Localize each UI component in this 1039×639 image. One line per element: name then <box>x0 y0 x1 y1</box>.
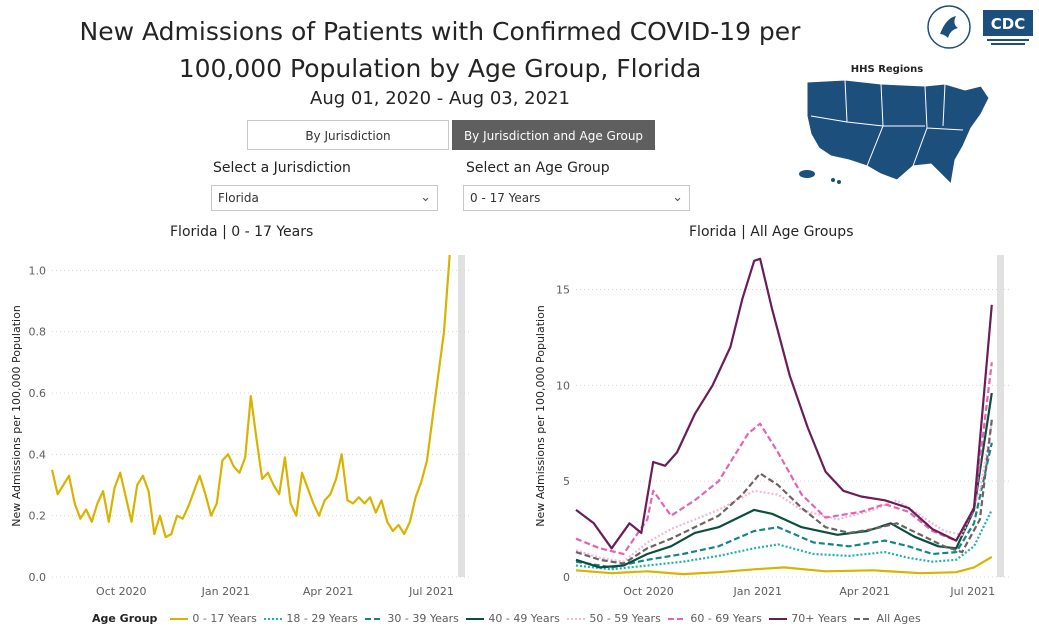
legend-item-label: 0 - 17 Years <box>188 612 257 625</box>
legend-swatch <box>465 618 484 620</box>
chart-1-title: Florida | 0 - 17 Years <box>170 224 314 240</box>
legend-item[interactable]: 50 - 59 Years <box>566 612 661 625</box>
recent-data-shade <box>997 255 1004 577</box>
series-line-50-59-years <box>575 423 993 563</box>
y-tick-label: 0 <box>563 571 570 584</box>
x-tick-label: Jul 2021 <box>949 585 995 598</box>
legend-item[interactable]: 70+ Years <box>768 612 847 625</box>
jurisdiction-select[interactable]: Florida ⌄ <box>211 185 438 211</box>
y-tick-label: 0.8 <box>29 326 47 339</box>
page-title-line-1: New Admissions of Patients with Confirme… <box>79 17 801 46</box>
legend-swatch <box>854 618 873 620</box>
jurisdiction-filter-label: Select a Jurisdiction <box>213 160 351 176</box>
y-axis-label: New Admissions per 100,000 Population <box>534 305 547 527</box>
legend-item-label: All Ages <box>873 612 921 625</box>
chart-legend: Age Group 0 - 17 Years 18 - 29 Years 30 … <box>92 612 927 625</box>
age-group-select-value: 0 - 17 Years <box>470 191 541 205</box>
series-line-all-ages <box>575 419 993 565</box>
legend-item[interactable]: 0 - 17 Years <box>169 612 257 625</box>
legend-item[interactable]: 60 - 69 Years <box>667 612 762 625</box>
y-tick-label: 0.2 <box>29 510 47 523</box>
page-title-line-2: 100,000 Population by Age Group, Florida <box>178 54 702 83</box>
series-line-40-49-years <box>575 392 993 569</box>
series-line-30-39-years <box>575 442 993 569</box>
y-tick-label: 5 <box>563 475 570 488</box>
legend-item-label: 18 - 29 Years <box>282 612 358 625</box>
x-tick-label: Oct 2020 <box>623 585 674 598</box>
tab-by-jurisdiction[interactable]: By Jurisdiction <box>247 120 449 150</box>
tab-by-jurisdiction-and-age-group[interactable]: By Jurisdiction and Age Group <box>452 120 655 150</box>
age-group-select[interactable]: 0 - 17 Years ⌄ <box>463 185 690 211</box>
legend-item[interactable]: 40 - 49 Years <box>465 612 560 625</box>
y-tick-label: 0.4 <box>29 448 47 461</box>
x-tick-label: Apr 2021 <box>303 585 354 598</box>
series-line-60-69-years <box>575 362 993 556</box>
legend-swatch <box>566 618 585 620</box>
hhs-regions-label: HHS Regions <box>851 64 923 75</box>
recent-data-shade <box>458 255 465 577</box>
x-tick-label: Jul 2021 <box>408 585 454 598</box>
hhs-regions-map[interactable]: HHS Regions <box>785 56 1000 196</box>
series-line-0-17-years <box>575 555 993 576</box>
legend-item[interactable]: 30 - 39 Years <box>364 612 459 625</box>
legend-item-label: 50 - 59 Years <box>585 612 661 625</box>
hhs-logo-icon <box>927 5 971 49</box>
chevron-down-icon: ⌄ <box>420 190 431 205</box>
x-tick-label: Oct 2020 <box>96 585 147 598</box>
cdc-logo: CDC <box>983 10 1033 45</box>
jurisdiction-select-value: Florida <box>218 191 259 205</box>
legend-swatch <box>263 618 282 620</box>
chart-2-title: Florida | All Age Groups <box>689 224 854 240</box>
y-tick-label: 0.0 <box>29 571 47 584</box>
series-line-70-years <box>575 257 993 550</box>
y-tick-label: 0.6 <box>29 387 47 400</box>
legend-swatch <box>768 618 787 620</box>
legend-swatch <box>667 618 686 620</box>
series-line-18-29-years <box>575 509 993 571</box>
series-line-0-17-years <box>50 254 451 539</box>
y-tick-label: 15 <box>556 284 570 297</box>
legend-swatch <box>169 618 188 620</box>
x-tick-label: Apr 2021 <box>839 585 890 598</box>
y-axis-label: New Admissions per 100,000 Population <box>10 305 23 527</box>
legend-item-label: 70+ Years <box>787 612 848 625</box>
date-range: Aug 01, 2020 - Aug 03, 2021 <box>310 88 570 109</box>
legend-title: Age Group <box>92 612 158 625</box>
cdc-logo-text: CDC <box>991 15 1025 33</box>
x-tick-label: Jan 2021 <box>733 585 782 598</box>
chevron-down-icon: ⌄ <box>672 190 683 205</box>
y-tick-label: 10 <box>556 379 570 392</box>
x-tick-label: Jan 2021 <box>201 585 250 598</box>
legend-item-label: 60 - 69 Years <box>686 612 762 625</box>
y-tick-label: 1.0 <box>29 264 47 277</box>
legend-item-label: 30 - 39 Years <box>383 612 459 625</box>
legend-swatch <box>364 618 383 620</box>
legend-item-label: 40 - 49 Years <box>484 612 560 625</box>
legend-item[interactable]: 18 - 29 Years <box>263 612 358 625</box>
age-group-filter-label: Select an Age Group <box>466 160 610 176</box>
legend-item[interactable]: All Ages <box>853 612 921 625</box>
